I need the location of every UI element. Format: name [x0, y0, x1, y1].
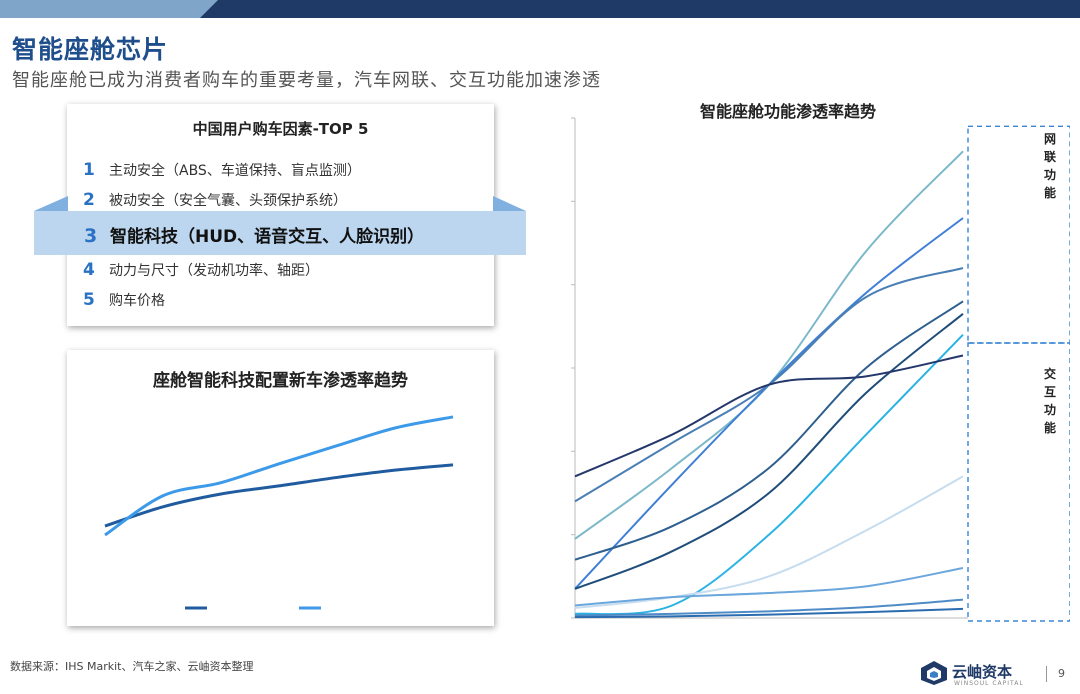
- header-band-dark: [200, 0, 1080, 18]
- top5-item-1: 1 主动安全（ABS、车道保持、盲点监测）: [83, 160, 361, 180]
- highlight-fold-left: [34, 196, 68, 211]
- series-line: [574, 217, 964, 590]
- page-subtitle: 智能座舱已成为消费者购车的重要考量，汽车网联、交互功能加速渗透: [12, 70, 601, 91]
- brand-name: 云岫资本: [952, 663, 1013, 681]
- top5-item-4: 4 动力与尺寸（发动机功率、轴距）: [83, 260, 319, 280]
- brand-name-en: WINSOUL CAPITAL: [954, 680, 1024, 687]
- top5-item-number: 1: [83, 160, 95, 180]
- data-source-note: 数据来源：IHS Markit、汽车之家、云岫资本整理: [10, 660, 254, 673]
- group-label-interactive: 交互功能: [1044, 366, 1056, 435]
- group-box-connected: [967, 125, 1070, 344]
- top5-item-text: 购车价格: [109, 293, 165, 309]
- small-chart-panel: 座舱智能科技配置新车渗透率趋势: [67, 350, 494, 626]
- series-line: [574, 313, 964, 590]
- small-chart-title: 座舱智能科技配置新车渗透率趋势: [153, 371, 408, 391]
- series-line-global: [104, 463, 454, 528]
- page-number: 9: [1058, 667, 1065, 680]
- group-box-interactive: [967, 342, 1070, 622]
- top5-title: 中国用户购车因素-TOP 5: [192, 120, 369, 138]
- header-band-light: [0, 0, 225, 18]
- small-line-chart: [104, 415, 454, 610]
- top5-item-2: 2 被动安全（安全气囊、头颈保护系统）: [83, 190, 347, 210]
- page-title: 智能座舱芯片: [12, 35, 169, 64]
- footer-divider: [1046, 666, 1047, 682]
- top5-item-number: 2: [83, 190, 95, 210]
- series-line: [574, 333, 964, 616]
- top5-item-text: 被动安全（安全气囊、头颈保护系统）: [109, 193, 347, 209]
- top5-item-5: 5 购车价格: [83, 290, 165, 310]
- series-line: [574, 567, 964, 607]
- top5-item-number: 3: [84, 225, 98, 247]
- top5-item-text: 主动安全（ABS、车道保持、盲点监测）: [109, 163, 361, 179]
- group-label-connected: 网联功能: [1044, 132, 1056, 200]
- top5-item-number: 4: [83, 260, 95, 280]
- top5-item-text: 智能科技（HUD、语音交互、人脸识别）: [110, 227, 425, 247]
- series-line: [574, 598, 964, 617]
- top5-item-text: 动力与尺寸（发动机功率、轴距）: [109, 263, 319, 279]
- series-line: [574, 475, 964, 609]
- series-line: [574, 300, 964, 561]
- top5-highlight-band: [34, 211, 526, 255]
- top5-item-3-highlighted: 3 智能科技（HUD、语音交互、人脸识别）: [84, 222, 424, 247]
- series-line: [574, 150, 964, 540]
- series-line: [574, 354, 964, 478]
- highlight-fold-right: [493, 196, 526, 211]
- series-line: [574, 607, 964, 619]
- winsoul-logo-icon: [921, 661, 947, 685]
- series-line-china: [104, 415, 454, 537]
- big-chart-title: 智能座舱功能渗透率趋势: [700, 102, 877, 121]
- top5-item-number: 5: [83, 290, 95, 310]
